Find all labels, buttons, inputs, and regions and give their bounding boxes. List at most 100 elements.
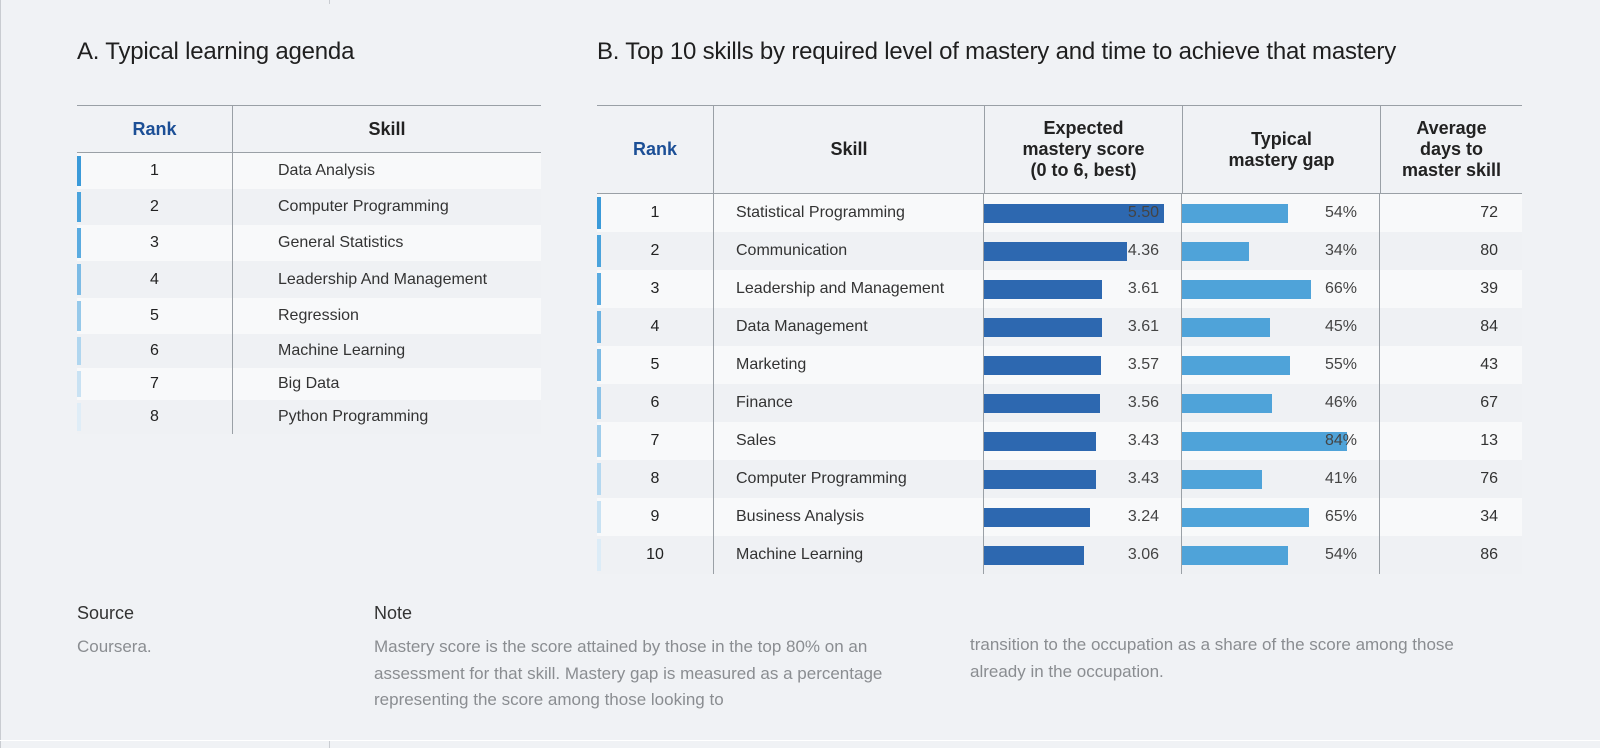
days-to-master: 39 xyxy=(1480,280,1498,297)
mastery-score-value: 3.43 xyxy=(1127,432,1159,449)
rank-value: 4 xyxy=(650,318,660,335)
rank-cell: 10 xyxy=(597,536,714,574)
table-a-body: 1 Data Analysis 2 Computer Programming 3 Gene… xyxy=(77,153,541,434)
mastery-gap-value: 54% xyxy=(1324,546,1357,563)
rank-value: 1 xyxy=(150,162,159,179)
rank-value: 5 xyxy=(650,356,660,373)
skill-name: Machine Learning xyxy=(714,536,984,574)
mastery-gap-bar xyxy=(1182,394,1272,413)
table-b-score-header: Expected mastery score (0 to 6, best) xyxy=(985,106,1183,193)
mastery-score-value: 3.43 xyxy=(1127,470,1159,487)
rank-accent-bar xyxy=(597,387,601,419)
rank-value: 1 xyxy=(650,204,660,221)
mastery-gap-bar xyxy=(1182,318,1270,337)
mastery-gap-value: 34% xyxy=(1324,242,1357,259)
gap-cell: 55% xyxy=(1182,346,1380,384)
score-cell: 3.61 xyxy=(984,270,1182,308)
mastery-score-value: 4.36 xyxy=(1127,242,1159,259)
score-cell: 3.43 xyxy=(984,422,1182,460)
gap-cell: 54% xyxy=(1182,536,1380,574)
skill-name: Regression xyxy=(278,307,359,324)
score-cell: 3.61 xyxy=(984,308,1182,346)
rank-value: 7 xyxy=(650,432,660,449)
rank-cell: 2 xyxy=(77,189,233,225)
rank-cell: 2 xyxy=(597,232,714,270)
rank-accent-bar xyxy=(597,501,601,533)
frame-top-tick xyxy=(329,0,330,4)
rank-value: 5 xyxy=(150,307,159,324)
rank-value: 7 xyxy=(150,375,159,392)
mastery-score-bar xyxy=(984,470,1096,489)
skill-name: Marketing xyxy=(714,346,984,384)
rank-value: 8 xyxy=(650,470,660,487)
table-row: 8 Python Programming xyxy=(77,400,541,434)
rank-accent-bar xyxy=(597,235,601,267)
rank-accent-bar xyxy=(77,337,81,365)
mastery-score-value: 3.61 xyxy=(1127,318,1159,335)
skill-name: Business Analysis xyxy=(714,498,984,536)
skill-name: Data Management xyxy=(714,308,984,346)
rank-value: 3 xyxy=(150,234,159,251)
rank-accent-bar xyxy=(597,349,601,381)
skill-name: Python Programming xyxy=(278,408,429,425)
days-to-master: 43 xyxy=(1480,356,1498,373)
rank-cell: 4 xyxy=(77,261,233,298)
rank-value: 2 xyxy=(650,242,660,259)
skill-name: Sales xyxy=(714,422,984,460)
rank-cell: 9 xyxy=(597,498,714,536)
days-header-text: Average days to master skill xyxy=(1401,118,1502,180)
rank-cell: 3 xyxy=(77,225,233,261)
mastery-score-value: 5.50 xyxy=(1127,204,1159,221)
mastery-score-bar xyxy=(984,356,1101,375)
table-b-skill-header: Skill xyxy=(714,106,985,193)
table-row: 3 General Statistics xyxy=(77,225,541,261)
mastery-score-bar xyxy=(984,508,1090,527)
note-label: Note xyxy=(374,603,413,623)
skill-name: Leadership and Management xyxy=(714,270,984,308)
gap-header-text: Typical mastery gap xyxy=(1228,128,1335,170)
skill-name: Leadership And Management xyxy=(278,270,488,288)
mastery-score-value: 3.61 xyxy=(1127,280,1159,297)
skill-name: Machine Learning xyxy=(278,342,406,359)
rank-cell: 7 xyxy=(77,368,233,400)
mastery-gap-value: 66% xyxy=(1324,280,1357,297)
table-a-skill-header: Skill xyxy=(368,119,406,139)
table-row: 7 Sales 3.43 84% 13 xyxy=(597,422,1522,460)
mastery-gap-bar xyxy=(1182,470,1262,489)
mastery-score-value: 3.24 xyxy=(1127,508,1159,525)
mastery-gap-value: 46% xyxy=(1324,394,1357,411)
rank-value: 3 xyxy=(650,280,660,297)
rank-accent-bar xyxy=(597,463,601,495)
source-label: Source xyxy=(77,603,135,623)
mastery-gap-value: 84% xyxy=(1324,432,1357,449)
note-text-col2: transition to the occupation as a share … xyxy=(970,635,1454,681)
gap-cell: 54% xyxy=(1182,194,1380,232)
frame-left-line xyxy=(0,0,1,748)
rank-cell: 7 xyxy=(597,422,714,460)
table-b-gap-header: Typical mastery gap xyxy=(1183,106,1381,193)
learning-agenda-table: Rank Skill 1 Data Analysis 2 Computer Progr… xyxy=(77,105,541,434)
skill-name: Statistical Programming xyxy=(714,194,984,232)
mastery-gap-bar xyxy=(1182,508,1309,527)
rank-value: 10 xyxy=(646,546,664,563)
rank-accent-bar xyxy=(77,156,81,186)
rank-accent-bar xyxy=(77,371,81,397)
rank-cell: 5 xyxy=(77,298,233,334)
mastery-score-value: 3.57 xyxy=(1127,356,1159,373)
gap-cell: 65% xyxy=(1182,498,1380,536)
table-row: 4 Data Management 3.61 45% 84 xyxy=(597,308,1522,346)
rank-accent-bar xyxy=(77,301,81,331)
mastery-gap-value: 55% xyxy=(1324,356,1357,373)
mastery-score-bar xyxy=(984,318,1102,337)
note-text-col1: Mastery score is the score attained by t… xyxy=(374,637,883,709)
mastery-score-value: 3.56 xyxy=(1127,394,1159,411)
days-to-master: 67 xyxy=(1480,394,1498,411)
table-b-body: 1 Statistical Programming 5.50 54% 72 2 Commun… xyxy=(597,194,1522,574)
mastery-gap-bar xyxy=(1182,242,1249,261)
rank-cell: 4 xyxy=(597,308,714,346)
rank-accent-bar xyxy=(77,403,81,431)
rank-value: 4 xyxy=(150,270,159,288)
table-row: 5 Marketing 3.57 55% 43 xyxy=(597,346,1522,384)
skill-name: Computer Programming xyxy=(714,460,984,498)
gap-cell: 46% xyxy=(1182,384,1380,422)
